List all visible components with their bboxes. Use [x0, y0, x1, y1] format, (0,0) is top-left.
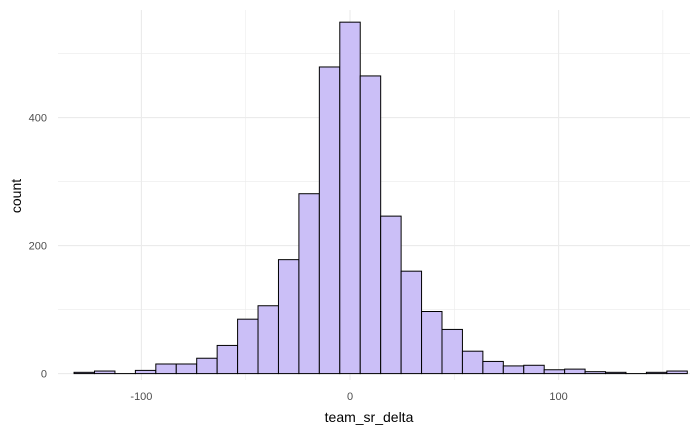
x-axis-ticks: -100 0 100 [130, 391, 567, 403]
bar-15 [380, 215, 402, 375]
bar-8 [237, 318, 259, 375]
bar-10 [277, 259, 300, 375]
bar-17 [421, 311, 443, 375]
bar-4 [155, 363, 177, 375]
y-tick-label-0: 0 [41, 369, 47, 381]
bar-13 [339, 21, 361, 375]
y-axis-ticks: 0 200 400 [29, 113, 47, 381]
bar-19 [461, 350, 484, 375]
bar-22 [523, 364, 545, 375]
y-tick-label-1: 200 [29, 241, 47, 253]
bar-20 [482, 360, 504, 375]
bar-7 [216, 344, 239, 375]
bar-18 [441, 328, 463, 375]
bar-23 [543, 369, 566, 375]
x-axis-title: team_sr_delta [325, 409, 414, 425]
bar-9 [257, 305, 279, 375]
bar-12 [318, 66, 341, 375]
bar-26 [605, 371, 627, 375]
bar-25 [584, 371, 607, 375]
x-tick-label-0: -100 [130, 391, 152, 403]
bar-24 [564, 368, 586, 375]
bar-21 [502, 365, 525, 375]
bar-28 [645, 371, 668, 375]
bar-11 [298, 193, 320, 375]
bar-29 [666, 370, 688, 375]
bar-1 [94, 370, 116, 375]
x-tick-label-1: 0 [347, 391, 353, 403]
x-tick-label-2: 100 [549, 391, 567, 403]
bar-6 [196, 357, 218, 375]
bar-0 [73, 371, 96, 375]
bar-5 [175, 363, 198, 375]
bar-3 [134, 369, 157, 375]
histogram-bars [73, 21, 688, 375]
y-tick-label-2: 400 [29, 113, 47, 125]
bar-14 [359, 75, 382, 375]
bar-16 [400, 270, 423, 375]
y-axis-title: count [8, 179, 24, 213]
